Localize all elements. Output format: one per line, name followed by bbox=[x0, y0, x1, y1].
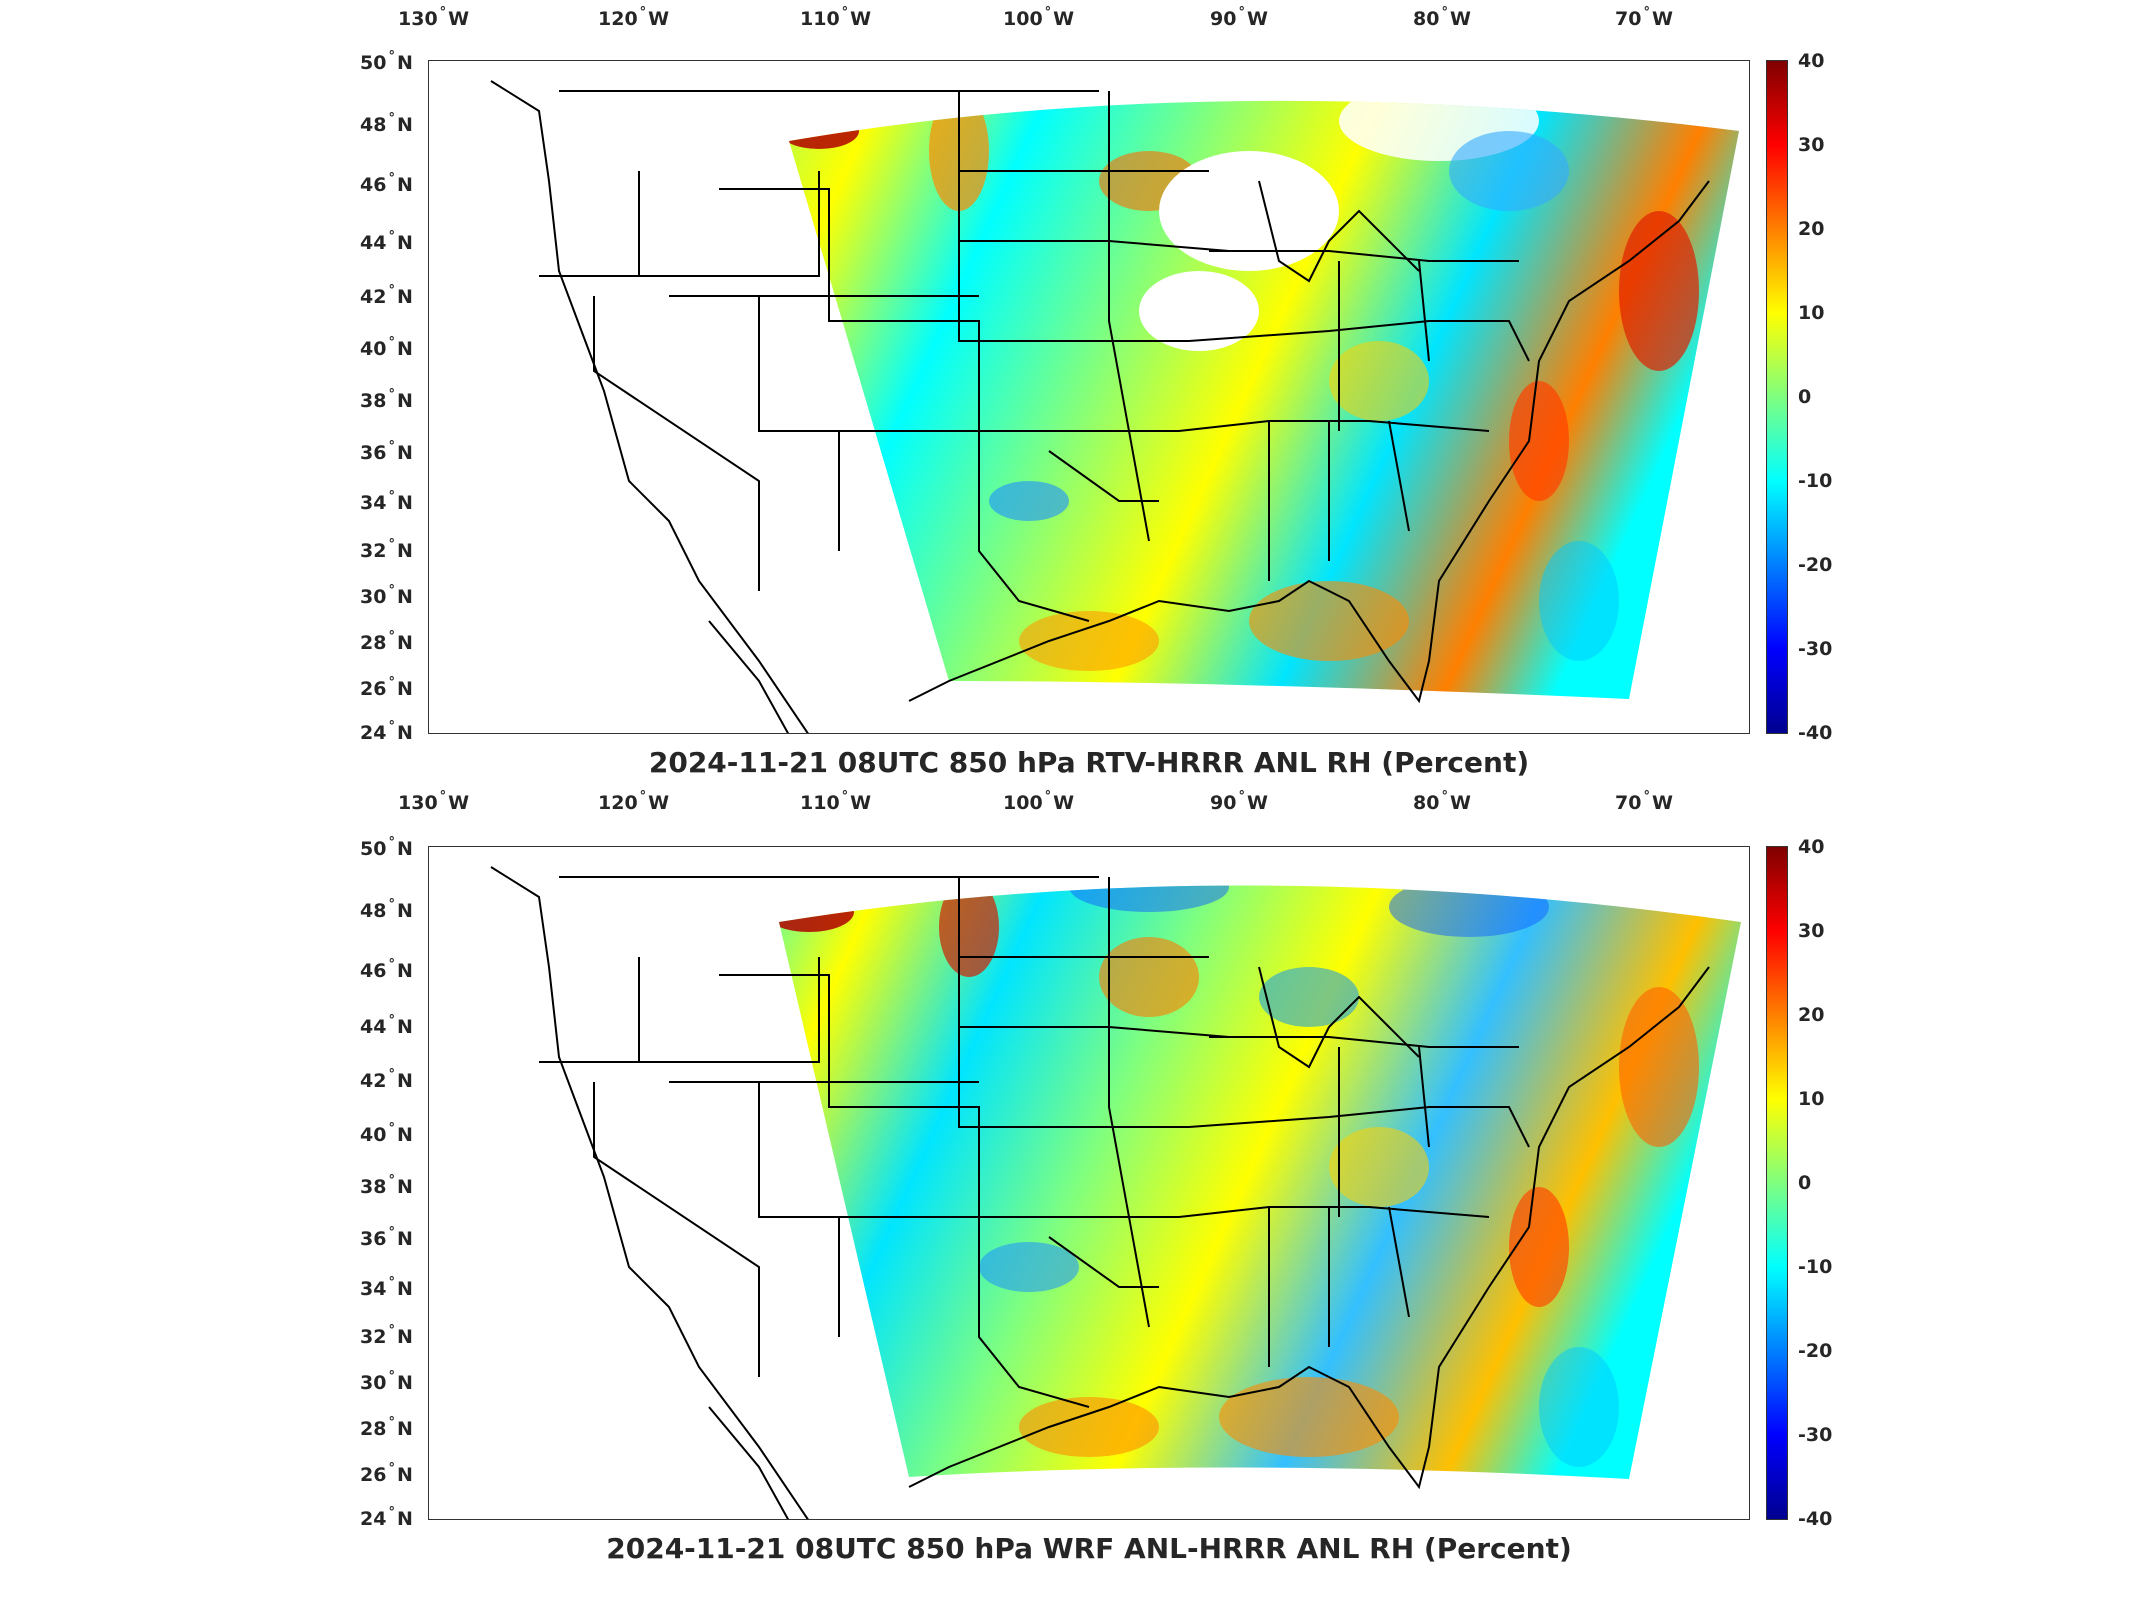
panel-title-top: 2024-11-21 08UTC 850 hPa RTV-HRRR ANL RH… bbox=[648, 746, 1530, 779]
colorbar-tick: -30 bbox=[1798, 1424, 1833, 1446]
lon-tick: 100 ° W bbox=[1003, 5, 1075, 30]
state-boundaries-top bbox=[539, 90, 1530, 622]
map-frame-bottom bbox=[428, 846, 1750, 1520]
lon-axis-bottom: 130 ° W 120 ° W 110 ° W 100 ° W 90 ° W 80 ° W 70 ° W bbox=[0, 789, 2133, 818]
lat-tick: 42 ° N bbox=[360, 1067, 413, 1092]
colorbar-tick: -10 bbox=[1798, 1256, 1833, 1278]
lat-tick: 32 ° N bbox=[360, 1323, 413, 1348]
coastline-overlay-top bbox=[490, 80, 1710, 733]
lat-tick: 26 ° N bbox=[360, 675, 413, 700]
lon-tick: 110 ° W bbox=[800, 5, 872, 30]
lat-tick: 34 ° N bbox=[360, 1275, 413, 1300]
lat-tick: 30 ° N bbox=[360, 1369, 413, 1394]
lon-tick: 90 ° W bbox=[1210, 5, 1268, 30]
lat-tick: 36 ° N bbox=[360, 439, 413, 464]
lat-tick: 32 ° N bbox=[360, 537, 413, 562]
lat-tick: 30 ° N bbox=[360, 583, 413, 608]
lat-tick: 42 ° N bbox=[360, 283, 413, 308]
lat-tick: 46 ° N bbox=[360, 171, 413, 196]
rh-difference-map-top bbox=[490, 80, 1739, 733]
lon-tick: 120 ° W bbox=[598, 5, 670, 30]
colorbar-tick: -20 bbox=[1798, 554, 1833, 576]
colorbar-tick: 0 bbox=[1798, 1172, 1812, 1194]
colorbar-tick: 30 bbox=[1798, 134, 1825, 156]
lon-tick: 70 ° W bbox=[1615, 789, 1673, 814]
colorbar-tick: -30 bbox=[1798, 638, 1833, 660]
lat-tick: 34 ° N bbox=[360, 489, 413, 514]
lon-tick: 80 ° W bbox=[1413, 789, 1471, 814]
colorbar-tick: -40 bbox=[1798, 1508, 1833, 1530]
colorbar-top bbox=[1766, 60, 1788, 734]
rh-difference-map-bottom bbox=[490, 866, 1741, 1519]
colorbar-tick: -20 bbox=[1798, 1340, 1833, 1362]
colorbar-tick: 10 bbox=[1798, 302, 1825, 324]
lat-axis-bottom: 50 ° N 48 ° N 46 ° N 44 ° N 42 ° N 40 ° N 38 ° N 36 ° N … bbox=[360, 788, 420, 1548]
lon-tick: 120 ° W bbox=[598, 789, 670, 814]
lat-tick: 24 ° N bbox=[360, 719, 413, 744]
lat-tick: 50 ° N bbox=[360, 49, 413, 74]
rh-field-top bbox=[789, 100, 1739, 700]
colorbar-tick: -10 bbox=[1798, 470, 1833, 492]
colorbar-tick: 20 bbox=[1798, 1004, 1825, 1026]
lat-tick: 38 ° N bbox=[360, 1173, 413, 1198]
lat-tick: 46 ° N bbox=[360, 957, 413, 982]
colorbar-tick: 40 bbox=[1798, 836, 1825, 858]
colorbar-tick: 20 bbox=[1798, 218, 1825, 240]
lon-tick: 110 ° W bbox=[800, 789, 872, 814]
lon-tick: 80 ° W bbox=[1413, 5, 1471, 30]
state-boundaries-bottom bbox=[539, 876, 1530, 1408]
coastline-overlay-bottom bbox=[490, 866, 1710, 1519]
lat-tick: 36 ° N bbox=[360, 1225, 413, 1250]
colorbar-tick: -40 bbox=[1798, 722, 1833, 744]
lat-tick: 28 ° N bbox=[360, 1415, 413, 1440]
lat-tick: 24 ° N bbox=[360, 1505, 413, 1530]
lon-tick: 100 ° W bbox=[1003, 789, 1075, 814]
lat-tick: 40 ° N bbox=[360, 1121, 413, 1146]
lat-tick: 48 ° N bbox=[360, 897, 413, 922]
lat-axis-top: 50 ° N 48 ° N 46 ° N 44 ° N 42 ° N 40 ° N 38 ° N 36 ° N … bbox=[360, 0, 420, 760]
map-frame-top bbox=[428, 60, 1750, 734]
lon-axis-top: 130 ° W 120 ° W 110 ° W 100 ° W 90 ° W 80 ° W 70 ° W bbox=[0, 5, 2133, 34]
rh-field-bottom bbox=[779, 885, 1741, 1479]
lat-tick: 38 ° N bbox=[360, 387, 413, 412]
lat-tick: 26 ° N bbox=[360, 1461, 413, 1486]
colorbar-tick: 10 bbox=[1798, 1088, 1825, 1110]
lat-tick: 44 ° N bbox=[360, 229, 413, 254]
panel-title-bottom: 2024-11-21 08UTC 850 hPa WRF ANL-HRRR AN… bbox=[606, 1532, 1572, 1565]
lat-tick: 40 ° N bbox=[360, 335, 413, 360]
colorbar-tick: 30 bbox=[1798, 920, 1825, 942]
colorbar-tick: 40 bbox=[1798, 50, 1825, 72]
colorbar-tick: 0 bbox=[1798, 386, 1812, 408]
lat-tick: 28 ° N bbox=[360, 629, 413, 654]
lon-tick: 90 ° W bbox=[1210, 789, 1268, 814]
lat-tick: 50 ° N bbox=[360, 835, 413, 860]
lat-tick: 48 ° N bbox=[360, 111, 413, 136]
lon-tick: 130 ° W bbox=[398, 5, 470, 30]
lon-tick: 70 ° W bbox=[1615, 5, 1673, 30]
lon-tick: 130 ° W bbox=[398, 789, 470, 814]
colorbar-bottom bbox=[1766, 846, 1788, 1520]
lat-tick: 44 ° N bbox=[360, 1013, 413, 1038]
